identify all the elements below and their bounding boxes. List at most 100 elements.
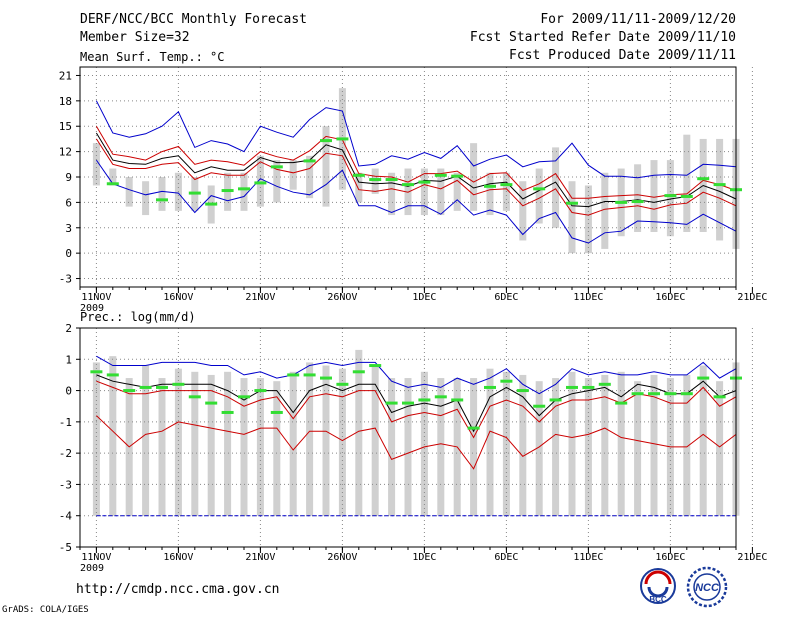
temp-y-tick-label: 6	[65, 196, 72, 209]
forecast-title: DERF/NCC/BCC Monthly Forecast	[80, 12, 307, 27]
prec-spread-bar	[256, 378, 264, 516]
temp-spread-bar	[634, 164, 642, 232]
temp-y-tick-label: 9	[65, 171, 72, 184]
prec-spread-bar	[174, 368, 182, 516]
prec-y-tick-label: -3	[59, 478, 72, 491]
temp-x-tick-label: 6DEC	[494, 292, 518, 303]
temp-series-ensemble-max	[95, 100, 737, 179]
temp-series-lower-quartile	[95, 138, 737, 216]
temp-spread-bar	[92, 143, 100, 186]
prec-spread-bar	[207, 374, 215, 516]
prec-x-tick-label: 1DEC	[412, 552, 436, 563]
source-url[interactable]: http://cmdp.ncc.cma.gov.cn	[76, 582, 280, 597]
prec-spread-bar	[699, 365, 707, 516]
prec-spread-bar	[289, 371, 297, 516]
start-date: Fcst Started Refer Date 2009/11/10	[469, 30, 736, 45]
prec-spread-bar	[502, 371, 510, 516]
temp-y-tick-label: 3	[65, 222, 72, 235]
temp-spread-bar	[125, 177, 133, 207]
bcc-logo: BCC	[640, 568, 676, 604]
temp-series-upper-quartile	[95, 125, 737, 199]
prec-x-tick-label: 11NOV	[81, 552, 111, 563]
prec-y-tick-label: 2	[65, 322, 72, 335]
temp-spread-bar	[552, 147, 560, 228]
temp-x-tick-label: 21NOV	[245, 292, 275, 303]
prec-spread-bar	[552, 378, 560, 516]
temp-spread-bar	[256, 155, 264, 207]
temp-spread-bar	[601, 172, 609, 249]
prec-spread-bar	[322, 365, 330, 516]
temp-x-tick-label: 21DEC	[737, 292, 767, 303]
temp-spread-bar	[470, 143, 478, 211]
prec-spread-bar	[355, 349, 363, 516]
temp-spread-bar	[371, 168, 379, 194]
temp-x-tick-label: 11DEC	[573, 292, 603, 303]
prec-spread-bar	[224, 371, 232, 516]
temp-spread-bar	[568, 181, 576, 254]
prec-spread-bar	[338, 368, 346, 516]
temp-x-tick-label: 16NOV	[163, 292, 193, 303]
temp-series-ensemble-mean	[95, 132, 737, 208]
prec-x-tick-label: 6DEC	[494, 552, 518, 563]
temp-y-tick-label: 15	[59, 120, 72, 133]
prec-x-tick-label: 21DEC	[737, 552, 767, 563]
prec-y-tick-label: -1	[59, 416, 72, 429]
temp-series-ensemble-min	[95, 159, 737, 244]
temp-spread-bar	[519, 181, 527, 241]
temp-spread-bar	[716, 138, 724, 241]
temp-spread-bar	[142, 181, 150, 216]
prec-x-tick-label: 11DEC	[573, 552, 603, 563]
prec-series-upper-quartile	[96, 380, 737, 439]
prec-series-lower-quartile	[96, 415, 737, 470]
temp-y-tick-label: 0	[65, 247, 72, 260]
temp-spread-bar	[666, 160, 674, 237]
prec-spread-bar	[519, 374, 527, 516]
ncc-logo-text: NCC	[695, 582, 720, 594]
temp-spread-bar	[289, 160, 297, 190]
prec-spread-bar	[486, 368, 494, 516]
prec-spread-bar	[420, 371, 428, 516]
forecast-period: For 2009/11/11-2009/12/20	[540, 12, 736, 27]
prec-y-tick-label: 0	[65, 385, 72, 398]
temp-spread-bar	[273, 160, 281, 203]
prec-spread-bar	[404, 378, 412, 516]
prec-x-tick-label: 16NOV	[163, 552, 193, 563]
prec-spread-bar	[158, 378, 166, 516]
prec-spread-bar	[568, 371, 576, 516]
prec-y-tick-label: 1	[65, 353, 72, 366]
temp-x-tick-label: 11NOV	[81, 292, 111, 303]
prec-x-tick-label: 2009	[80, 563, 104, 574]
temp-spread-bar	[683, 134, 691, 232]
temp-spread-bar	[306, 155, 314, 199]
prec-spread-bar	[535, 381, 543, 516]
temp-y-tick-label: -3	[59, 273, 72, 286]
prec-spread-bar	[683, 374, 691, 516]
prec-series-ensemble-mean	[96, 374, 737, 433]
prec-spread-bar	[191, 371, 199, 516]
temp-spread-bar	[486, 172, 494, 216]
temp-spread-bar	[322, 126, 330, 207]
ncc-logo: NCC	[686, 566, 728, 608]
temp-panel-title: Mean Surf. Temp.: °C	[80, 50, 225, 64]
temp-spread-bar	[388, 172, 396, 216]
temp-spread-bar	[453, 172, 461, 211]
temp-spread-bar	[355, 172, 363, 203]
produced-date: Fcst Produced Date 2009/11/11	[509, 48, 736, 63]
prec-spread-bar	[371, 365, 379, 516]
temp-spread-bar	[437, 168, 445, 216]
temp-spread-bar	[650, 160, 658, 232]
temp-x-tick-label: 26NOV	[327, 292, 357, 303]
temp-x-tick-label: 16DEC	[655, 292, 685, 303]
prec-x-tick-label: 16DEC	[655, 552, 685, 563]
prec-y-tick-label: -2	[59, 447, 72, 460]
temp-spread-bar	[535, 168, 543, 224]
prec-spread-bar	[388, 378, 396, 516]
prec-series-ensemble-max	[96, 355, 737, 395]
grads-credit: GrADS: COLA/IGES	[2, 605, 89, 615]
temp-y-tick-label: 21	[59, 69, 72, 82]
member-size: Member Size=32	[80, 30, 190, 45]
prec-y-tick-label: -4	[59, 510, 73, 523]
prec-panel-title: Prec.: log(mm/d)	[80, 310, 196, 324]
prec-spread-bar	[306, 362, 314, 516]
